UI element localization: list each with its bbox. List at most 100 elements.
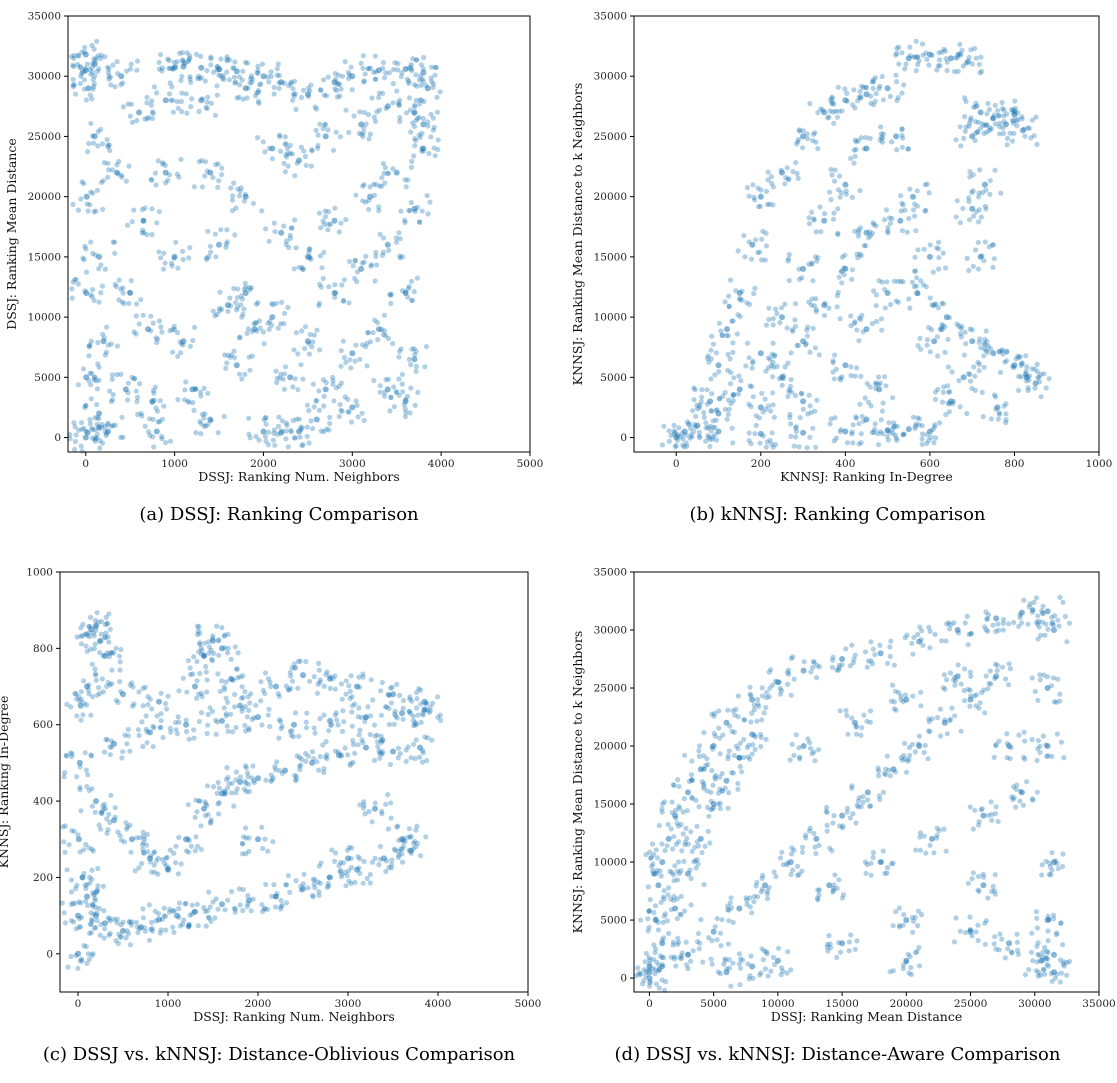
scatter-point [830, 654, 836, 660]
scatter-point [842, 265, 849, 272]
scatter-point [72, 91, 79, 97]
scatter-point [414, 721, 420, 728]
scatter-point [926, 253, 933, 260]
scatter-point [381, 235, 387, 241]
scatter-point [878, 316, 885, 322]
scatter-point [274, 759, 280, 765]
scatter-point [855, 227, 862, 233]
scatter-point [292, 665, 298, 671]
scatter-point [101, 160, 107, 166]
scatter-point [807, 349, 813, 355]
scatter-point [923, 850, 929, 856]
scatter-point [158, 255, 164, 261]
scatter-point [170, 97, 176, 103]
x-tick-label: 0 [646, 998, 653, 1010]
scatter-point [931, 338, 938, 345]
scatter-point [746, 742, 752, 748]
scatter-point [203, 801, 209, 807]
scatter-point [82, 44, 88, 50]
scatter-point [394, 715, 400, 721]
scatter-point [102, 920, 108, 927]
scatter-point [682, 842, 688, 848]
scatter-point [287, 142, 293, 148]
scatter-point [1046, 376, 1052, 382]
scatter-point [785, 258, 791, 264]
scatter-point [772, 352, 778, 358]
scatter-point [308, 418, 314, 424]
scatter-point [804, 131, 810, 137]
scatter-point [1035, 697, 1041, 703]
x-tick-label: 3000 [339, 458, 366, 470]
scatter-point [1027, 601, 1033, 607]
scatter-point [954, 198, 960, 204]
scatter-point [773, 306, 779, 312]
scatter-point [101, 801, 107, 808]
scatter-point [739, 297, 745, 303]
scatter-point [861, 712, 867, 718]
scatter-point [757, 440, 763, 446]
scatter-point [878, 124, 884, 130]
scatter-point [125, 931, 132, 937]
scatter-point [315, 879, 321, 885]
scatter-point [947, 718, 953, 724]
scatter-point [899, 757, 906, 763]
scatter-point [782, 301, 788, 307]
scatter-point [942, 686, 948, 692]
scatter-point [926, 728, 932, 734]
scatter-point [809, 261, 815, 267]
scatter-point [713, 350, 719, 356]
scatter-point [852, 946, 858, 952]
scatter-point [384, 386, 391, 393]
scatter-point [980, 121, 986, 127]
scatter-point [810, 425, 816, 431]
scatter-point [100, 206, 106, 212]
scatter-point [965, 58, 971, 65]
scatter-point [1003, 401, 1009, 407]
scatter-point [317, 121, 323, 127]
scatter-point [292, 710, 299, 716]
scatter-point [91, 633, 97, 639]
scatter-point [140, 227, 146, 233]
scatter-point [978, 125, 984, 131]
scatter-point [379, 749, 385, 755]
scatter-point [380, 737, 386, 743]
scatter-point [134, 67, 140, 73]
scatter-point [95, 129, 101, 135]
scatter-point [1040, 610, 1046, 616]
scatter-point [399, 836, 405, 843]
scatter-point [705, 804, 711, 810]
scatter-point [208, 819, 214, 825]
scatter-point [868, 803, 874, 809]
scatter-point [854, 938, 860, 944]
scatter-point [275, 691, 281, 697]
scatter-point [824, 941, 830, 947]
scatter-point [115, 829, 121, 835]
scatter-point [163, 180, 169, 186]
scatter-point [646, 955, 652, 961]
scatter-point [912, 425, 918, 431]
scatter-point [415, 712, 421, 718]
scatter-point [299, 328, 305, 334]
scatter-point [314, 759, 320, 765]
scatter-point [277, 718, 284, 724]
scatter-point [70, 201, 76, 207]
scatter-point [790, 169, 796, 175]
scatter-point [149, 398, 156, 405]
scatter-point [229, 889, 235, 895]
scatter-point [982, 920, 988, 926]
scatter-point [746, 401, 752, 407]
scatter-point [151, 444, 157, 450]
scatter-point [343, 359, 349, 365]
scatter-point [1024, 374, 1031, 381]
scatter-point [435, 137, 441, 143]
scatter-point [968, 673, 974, 679]
scatter-point [1004, 111, 1010, 117]
scatter-point [236, 74, 243, 80]
scatter-point [120, 290, 126, 296]
scatter-point [409, 698, 415, 704]
scatter-point [305, 85, 311, 91]
scatter-point [648, 854, 654, 860]
scatter-point [806, 299, 812, 305]
scatter-point [907, 305, 913, 311]
scatter-point [98, 126, 104, 132]
